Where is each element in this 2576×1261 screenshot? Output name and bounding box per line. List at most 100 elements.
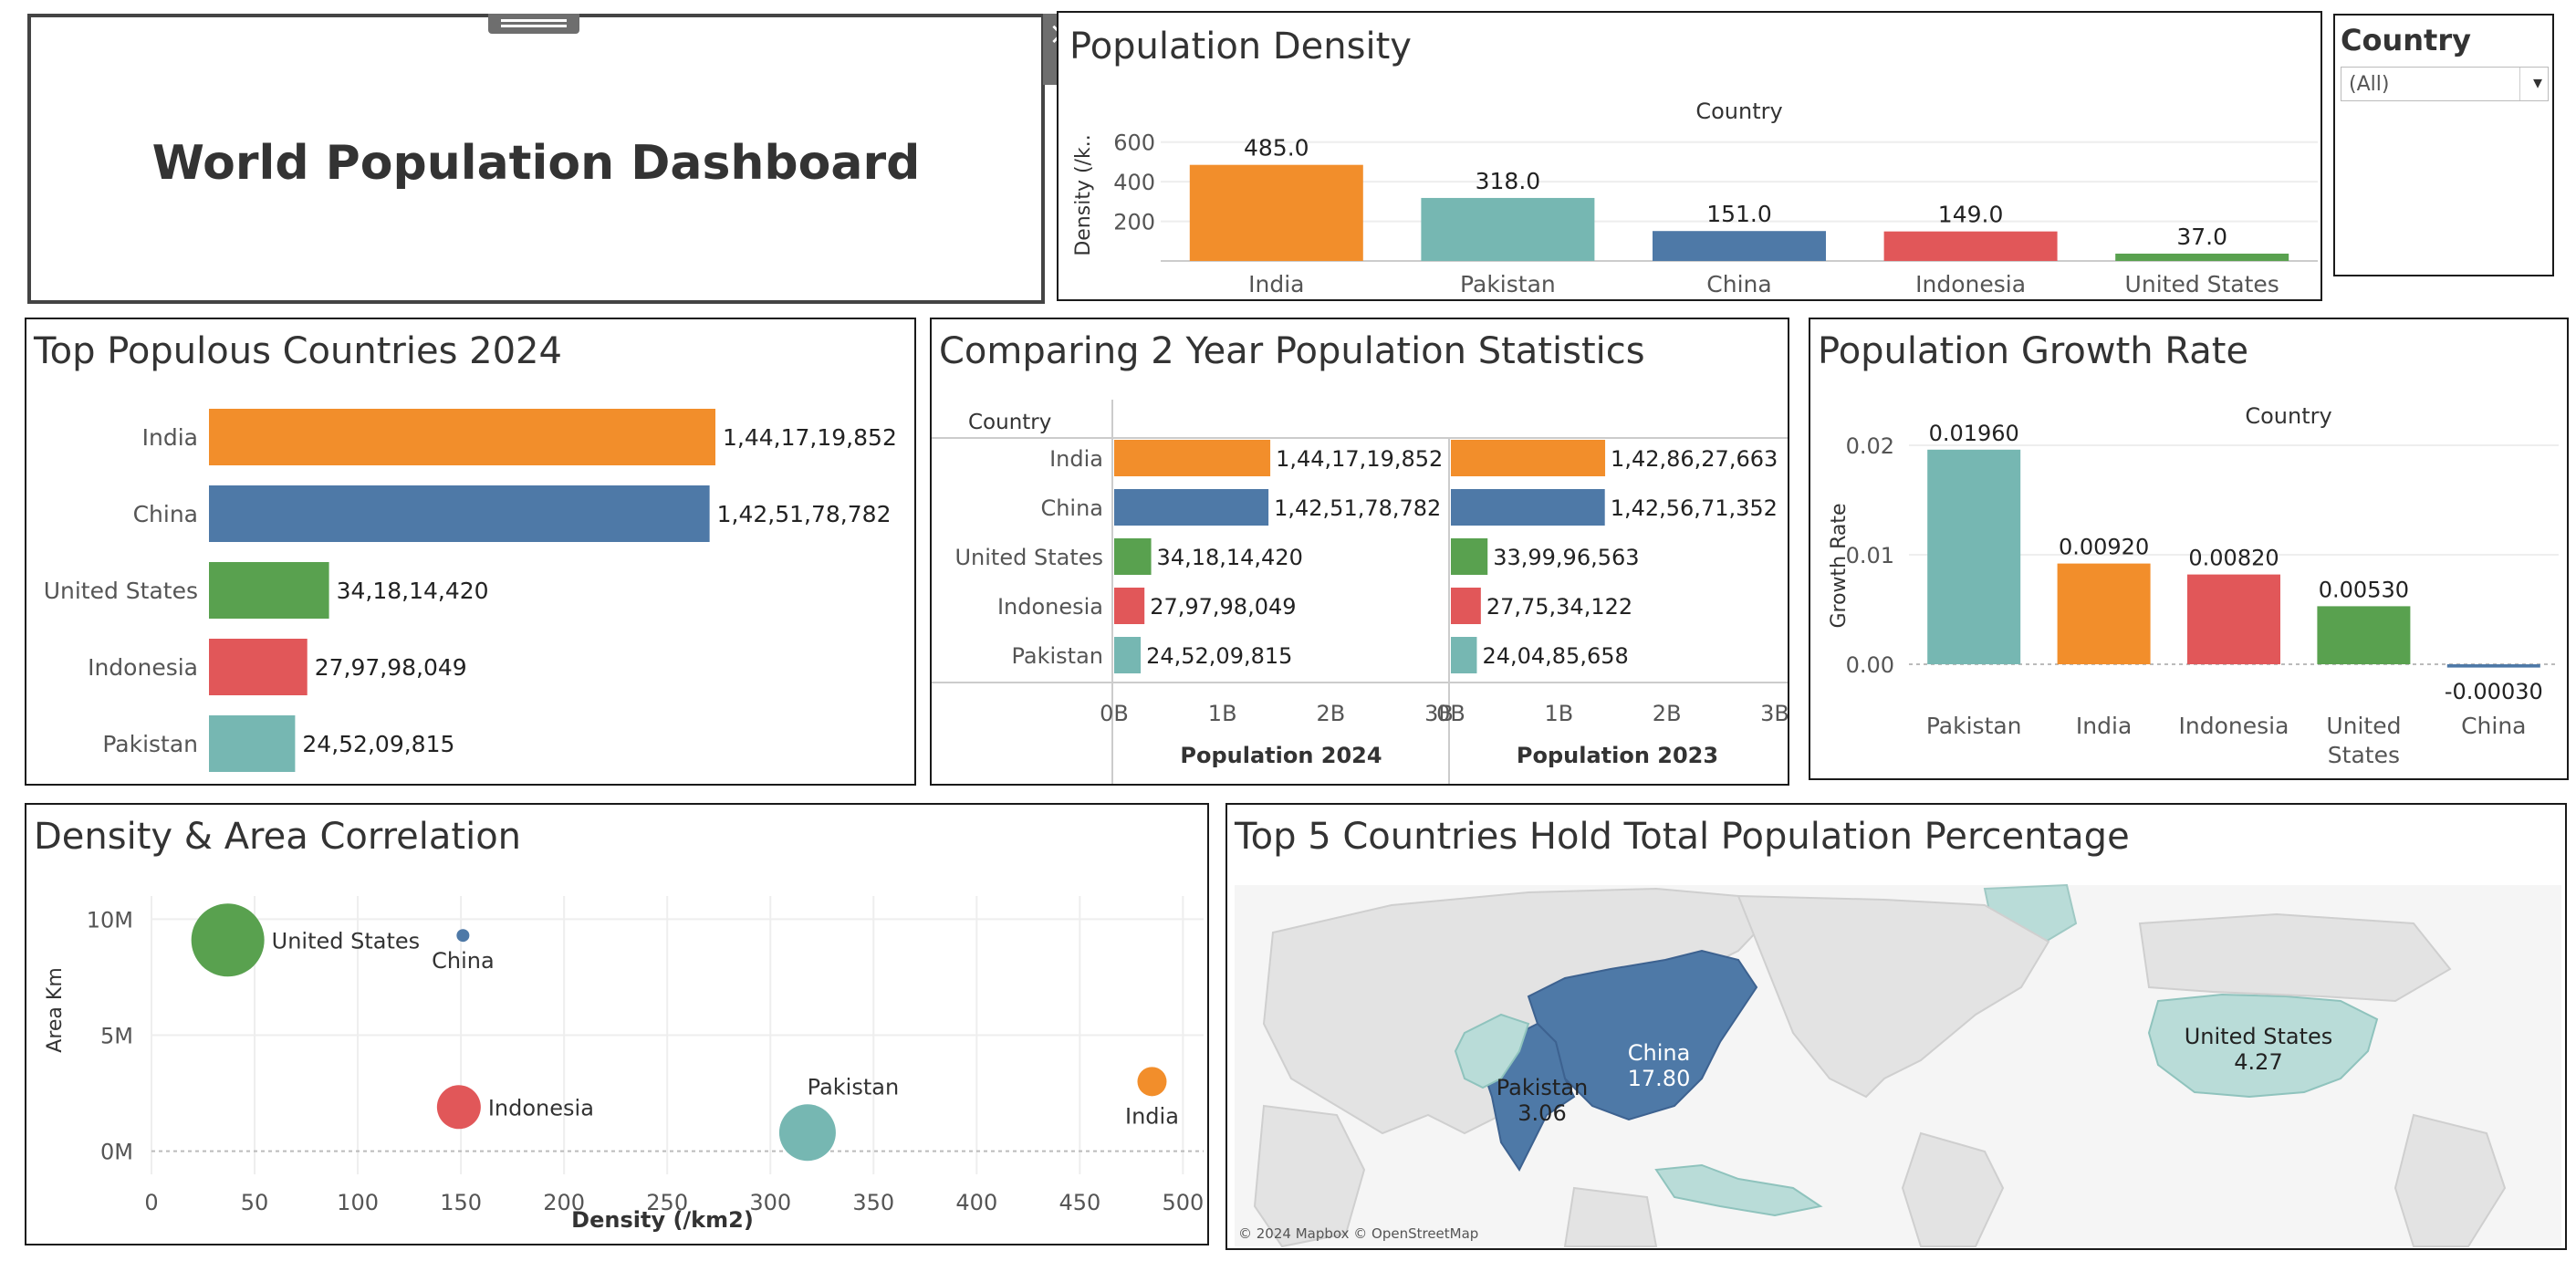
x-tick-label: 500 xyxy=(1162,1190,1204,1215)
data-label-pakistan: 318.0 xyxy=(1476,168,1541,194)
data-label-population-2024-indonesia: 27,97,98,049 xyxy=(1150,594,1296,620)
x-tick-label: 2B xyxy=(1316,701,1345,726)
row-header: Country xyxy=(968,411,1051,434)
data-label-population-2024-pakistan: 24,52,09,815 xyxy=(1146,643,1292,669)
point-china xyxy=(456,929,470,943)
y-axis-label: Density (/k.. xyxy=(1072,134,1095,255)
country-filter-select[interactable]: (All) ▾ xyxy=(2341,67,2549,101)
y-tick-label: 600 xyxy=(1113,130,1155,156)
map-value-united-states: 4.27 xyxy=(2234,1049,2282,1075)
bar-population-2023-china xyxy=(1451,489,1605,526)
x-tick-label-united-states: States xyxy=(2328,742,2400,768)
data-label-united-states: 0.00530 xyxy=(2319,577,2409,602)
x-tick-label: 3B xyxy=(1424,701,1454,726)
point-pakistan xyxy=(778,1104,836,1162)
map-value-pakistan: 3.06 xyxy=(1517,1100,1566,1126)
data-label-india: 485.0 xyxy=(1244,135,1309,162)
y-tick-label: 200 xyxy=(1113,210,1155,235)
data-label-population-2023-indonesia: 27,75,34,122 xyxy=(1486,594,1632,620)
bar-china xyxy=(1653,231,1826,261)
column-header: Country xyxy=(1695,99,1782,124)
x-tick-label: 350 xyxy=(852,1190,894,1215)
density-panel: Population Density Country Density (/k.. 2… xyxy=(1057,11,2322,301)
bar-population-2023-pakistan xyxy=(1451,637,1477,673)
bar-indonesia xyxy=(209,639,308,695)
map-panel: Top 5 Countries Hold Total Population Pe… xyxy=(1225,803,2567,1250)
x-axis-title-population-2024: Population 2024 xyxy=(1180,743,1382,768)
x-tick-label: 300 xyxy=(749,1190,791,1215)
map-label-united-states: United States xyxy=(2185,1024,2333,1049)
correlation-panel: Density & Area Correlation 0 50 100 150 200 2… xyxy=(25,803,1209,1245)
x-tick-label-indonesia: Indonesia xyxy=(2179,713,2289,739)
x-tick-label: 1B xyxy=(1208,701,1237,726)
growth-panel: Population Growth Rate Country Growth Rat… xyxy=(1809,318,2569,780)
density-title: Population Density xyxy=(1069,26,1412,68)
bar-population-2024-pakistan xyxy=(1114,637,1142,673)
bar-pakistan xyxy=(1421,197,1595,261)
point-united-states xyxy=(191,903,265,977)
y-axis-label: Growth Rate xyxy=(1828,503,1851,628)
x-tick-label: 400 xyxy=(955,1190,997,1215)
point-label-united-states: United States xyxy=(272,928,421,954)
row-label-pakistan: Pakistan xyxy=(102,731,198,757)
x-tick-label: 250 xyxy=(646,1190,688,1215)
x-tick-label: 450 xyxy=(1059,1190,1100,1215)
x-tick-label: 100 xyxy=(337,1190,379,1215)
data-label-indonesia: 149.0 xyxy=(1938,202,2004,228)
y-tick-label: 0M xyxy=(100,1140,133,1165)
correlation-title: Density & Area Correlation xyxy=(34,816,522,858)
x-tick-label: 0 xyxy=(144,1190,158,1215)
bar-pakistan xyxy=(209,715,296,772)
bar-united-states xyxy=(2115,253,2289,261)
drag-handle[interactable] xyxy=(488,14,579,34)
map-region-indonesia xyxy=(1654,1163,1823,1217)
y-tick-label: 0.02 xyxy=(1846,433,1894,459)
point-indonesia xyxy=(436,1085,481,1130)
x-tick-label-united-states: United xyxy=(2326,713,2401,739)
x-tick-label: 200 xyxy=(543,1190,585,1215)
x-tick-label: 150 xyxy=(440,1190,482,1215)
map-attribution: © 2024 Mapbox © OpenStreetMap xyxy=(1238,1225,1478,1242)
x-tick-label-india: India xyxy=(2076,713,2132,739)
map-land-south-america-2 xyxy=(2393,1113,2507,1247)
map-label-china: China xyxy=(1628,1040,1691,1066)
bar-indonesia xyxy=(2187,574,2280,664)
bar-india xyxy=(2057,563,2151,664)
map-title: Top 5 Countries Hold Total Population Pe… xyxy=(1235,816,2130,858)
data-label-china: -0.00030 xyxy=(2445,679,2543,704)
populous-chart: India 1,44,17,19,852 China 1,42,51,78,782 Un… xyxy=(44,409,897,772)
column-header: Country xyxy=(2245,403,2331,429)
filter-label: Country xyxy=(2341,23,2471,57)
bar-population-2023-india xyxy=(1451,440,1606,476)
density-chart: Country Density (/k.. 200 400 600 485.0 India 3… xyxy=(1072,99,2318,297)
row-label-united-states: United States xyxy=(44,578,198,604)
comparing-chart: Country India China United States Indonesia P… xyxy=(932,400,1789,784)
point-label-india: India xyxy=(1125,1103,1179,1129)
bar-population-2024-india xyxy=(1114,440,1271,476)
x-axis-title-population-2023: Population 2023 xyxy=(1517,743,1718,768)
populous-panel: Top Populous Countries 2024 India 1,44,17… xyxy=(25,318,916,786)
x-tick-label-china: China xyxy=(1706,271,1771,297)
x-tick-label-united-states: United States xyxy=(2125,271,2279,297)
x-tick-label: 2B xyxy=(1653,701,1682,726)
data-label-population-2023-india: 1,42,86,27,663 xyxy=(1611,446,1778,472)
map-land-australia xyxy=(1563,1186,1658,1247)
dashboard-title: World Population Dashboard xyxy=(151,136,921,191)
map-label-pakistan: Pakistan xyxy=(1497,1075,1589,1100)
map-land-north-america xyxy=(1736,894,2050,1099)
data-label-pakistan: 24,52,09,815 xyxy=(302,731,454,757)
row-label-indonesia: Indonesia xyxy=(88,654,198,681)
x-tick-label: 3B xyxy=(1760,701,1789,726)
bar-pakistan xyxy=(1927,449,2021,664)
comparing-panel: Comparing 2 Year Population Statistics C… xyxy=(930,318,1789,786)
bar-population-2023-indonesia xyxy=(1451,588,1481,624)
point-label-pakistan: Pakistan xyxy=(808,1074,900,1099)
x-tick-label-india: India xyxy=(1248,271,1304,297)
bar-indonesia xyxy=(1883,231,2058,261)
x-tick-label-china: China xyxy=(2461,713,2526,739)
bar-china xyxy=(2446,664,2540,668)
world-map[interactable]: China 17.80 Pakistan 3.06 United States … xyxy=(1227,805,2567,1250)
x-tick-label-indonesia: Indonesia xyxy=(1915,271,2026,297)
data-label-population-2024-united-states: 34,18,14,420 xyxy=(1157,545,1303,570)
y-tick-label: 5M xyxy=(100,1024,133,1049)
